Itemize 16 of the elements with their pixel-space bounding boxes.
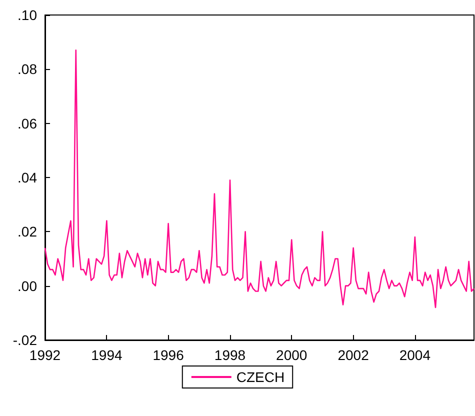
x-tick-label: 1992 [29,347,61,363]
x-tick-label: 2004 [399,347,431,363]
y-tick-label: .02 [18,224,38,240]
x-tick-label: 1998 [214,347,246,363]
line-series [44,50,475,308]
y-tick-label: .00 [18,278,38,294]
x-tick-label: 1996 [152,347,184,363]
x-tick-label: 1994 [91,347,122,363]
x-tick-label: 2000 [276,347,308,363]
x-tick-label: 2002 [338,347,370,363]
legend-label: CZECH [236,369,285,385]
y-tick-label: -.02 [12,332,38,348]
y-tick-label: .06 [18,115,38,132]
y-tick-label: .10 [18,7,38,23]
y-tick-label: .08 [18,61,38,78]
y-tick-label: .04 [18,170,38,186]
